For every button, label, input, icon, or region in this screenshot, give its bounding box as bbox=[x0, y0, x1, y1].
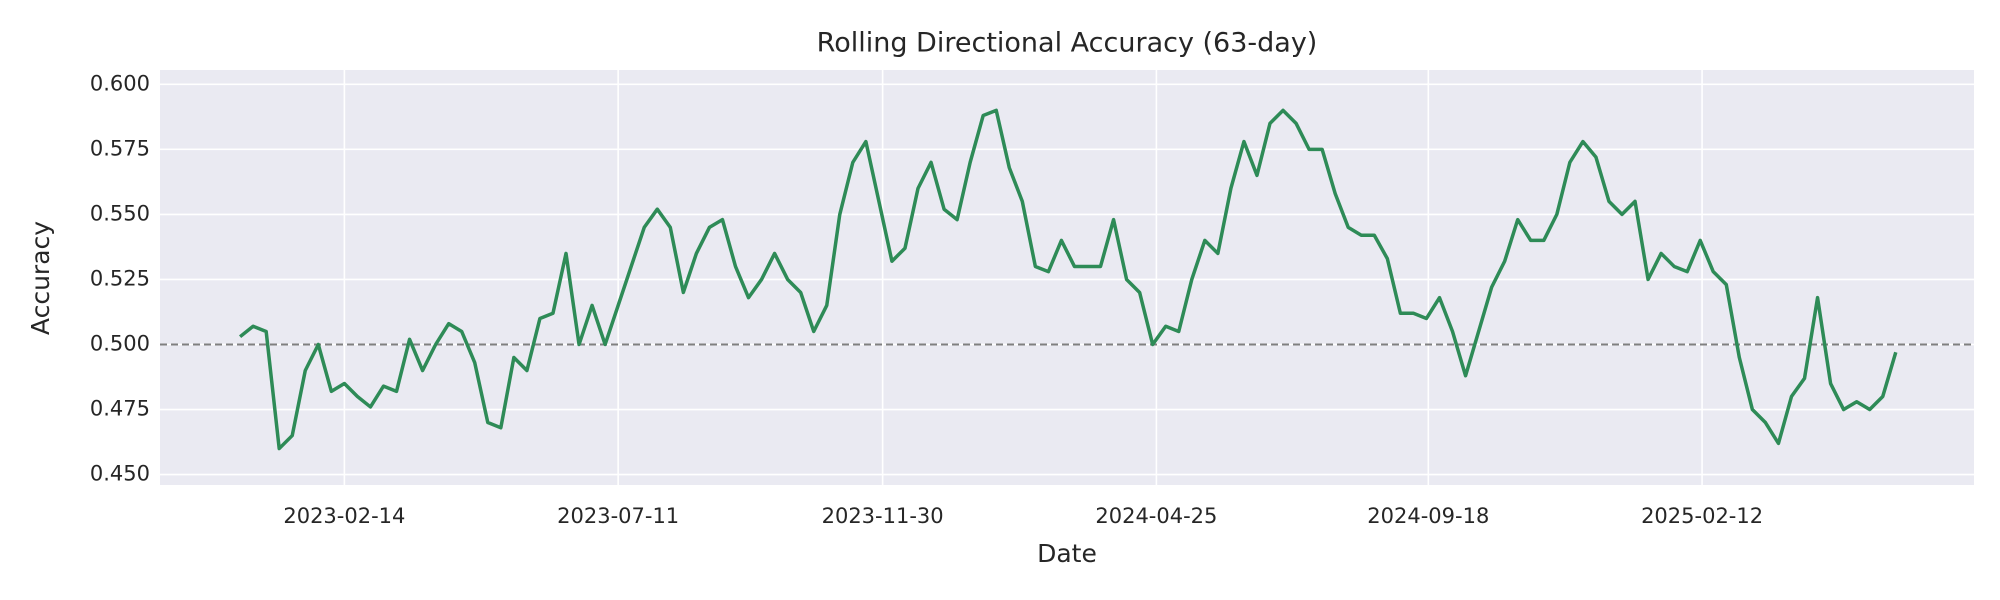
plot-background bbox=[160, 70, 1974, 485]
y-tick-label: 0.500 bbox=[90, 331, 150, 355]
y-tick-label: 0.575 bbox=[90, 136, 150, 160]
y-tick-label: 0.525 bbox=[90, 266, 150, 290]
x-tick-label: 2023-07-11 bbox=[557, 504, 679, 528]
x-tick-label: 2023-11-30 bbox=[822, 504, 944, 528]
x-tick-label: 2023-02-14 bbox=[283, 504, 405, 528]
x-tick-label: 2024-04-25 bbox=[1095, 504, 1217, 528]
x-tick-label: 2024-09-18 bbox=[1367, 504, 1489, 528]
y-tick-label: 0.450 bbox=[90, 462, 150, 486]
y-axis-label: Accuracy bbox=[26, 221, 55, 335]
x-axis-label: Date bbox=[1037, 539, 1097, 568]
y-tick-label: 0.475 bbox=[90, 397, 150, 421]
y-tick-label: 0.600 bbox=[90, 71, 150, 95]
chart-title: Rolling Directional Accuracy (63-day) bbox=[817, 28, 1318, 59]
y-tick-label: 0.550 bbox=[90, 201, 150, 225]
x-tick-label: 2025-02-12 bbox=[1641, 504, 1763, 528]
data-line bbox=[238, 108, 1898, 451]
